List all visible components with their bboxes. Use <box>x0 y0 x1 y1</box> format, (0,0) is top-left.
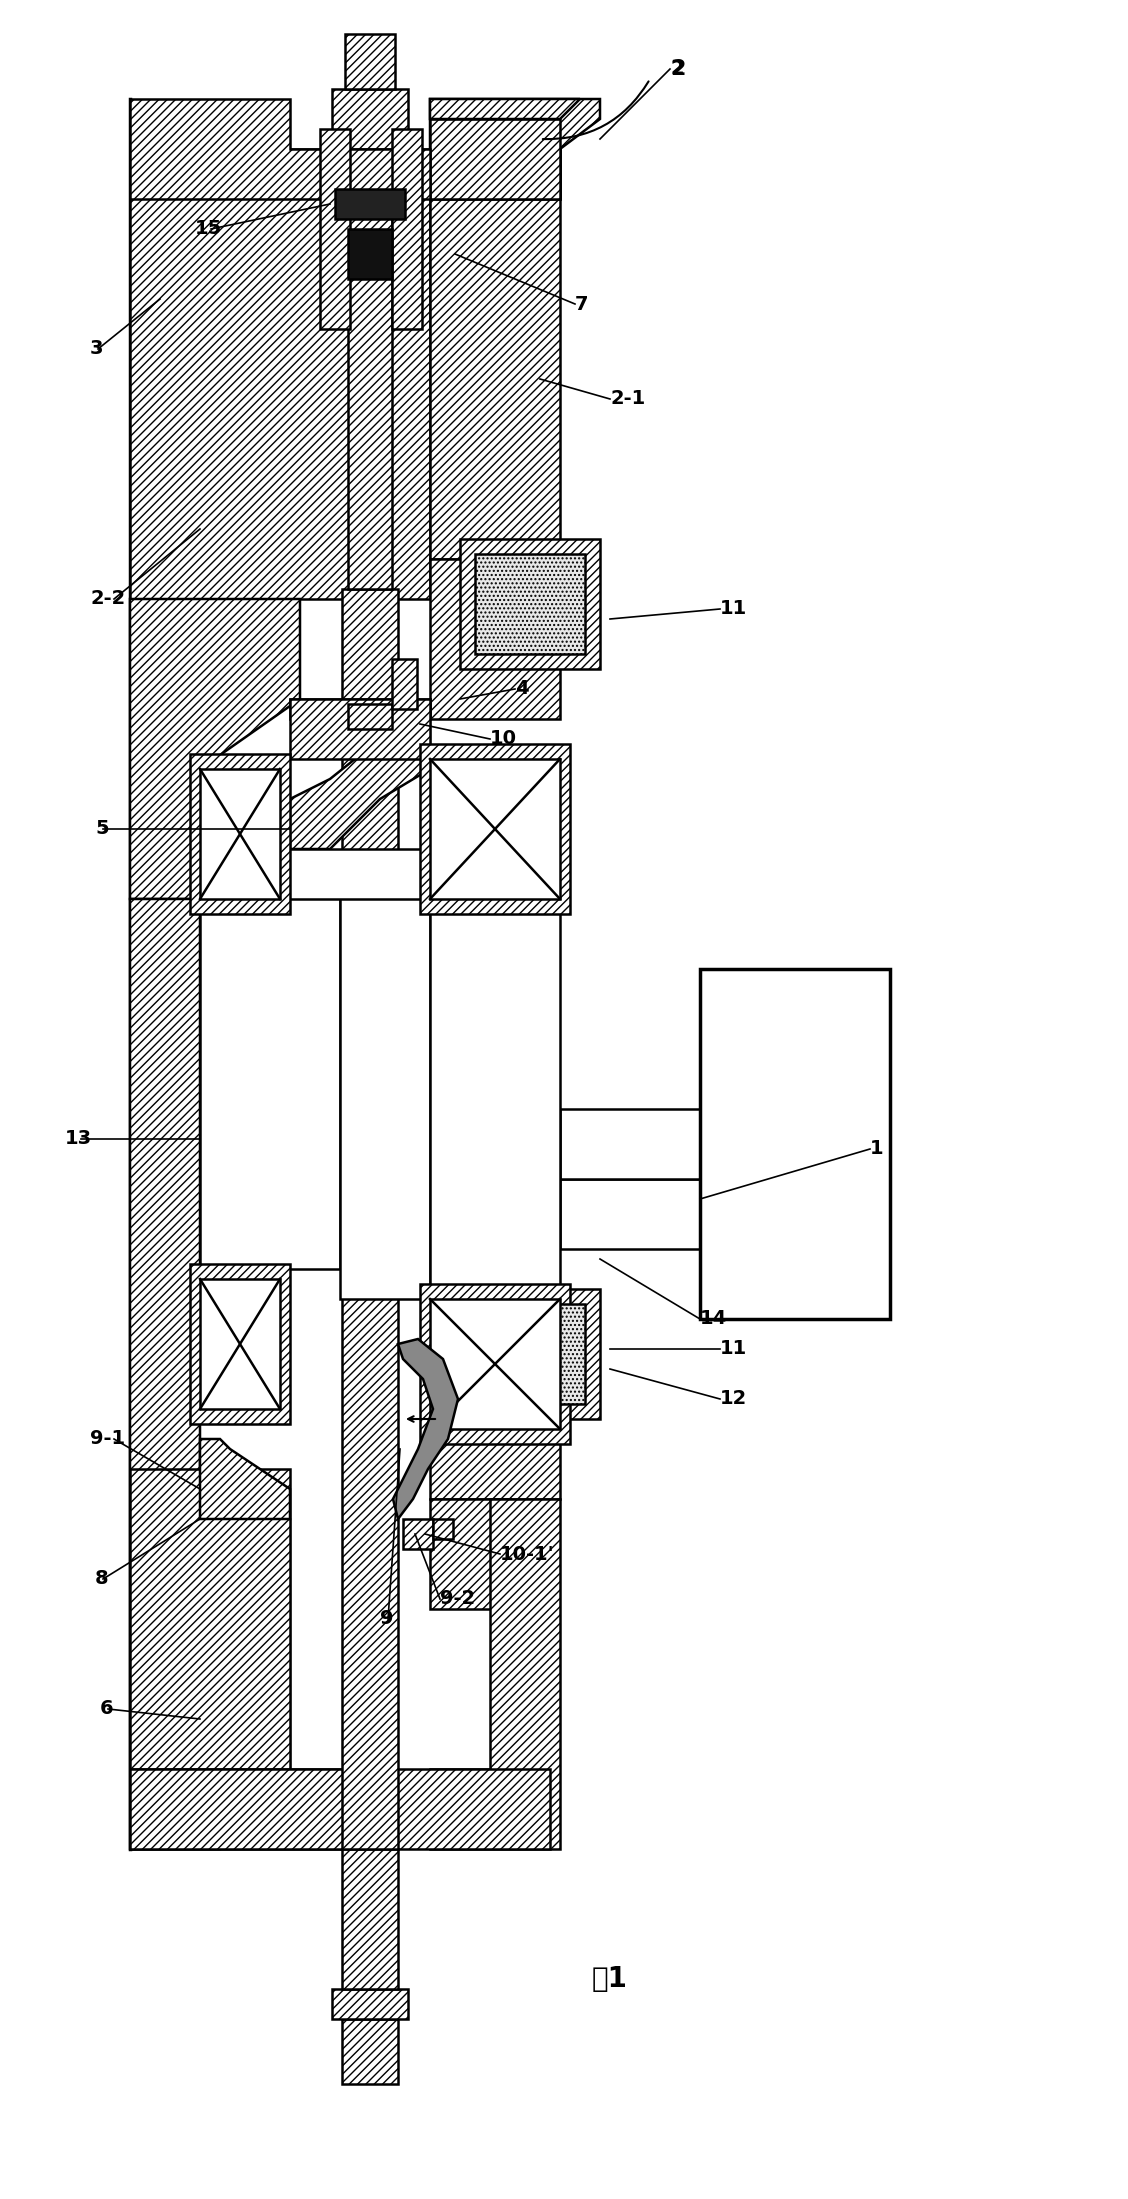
Bar <box>190 754 290 915</box>
Text: 12: 12 <box>720 1390 747 1410</box>
Bar <box>190 1264 290 1425</box>
Polygon shape <box>130 899 290 1849</box>
Polygon shape <box>290 719 430 849</box>
Polygon shape <box>130 598 300 899</box>
Bar <box>475 1304 585 1403</box>
Text: 2: 2 <box>670 59 684 79</box>
Bar <box>475 554 585 653</box>
Polygon shape <box>130 99 430 198</box>
Bar <box>430 559 559 719</box>
Polygon shape <box>290 699 430 719</box>
Bar <box>430 899 559 1300</box>
Bar <box>200 1280 280 1410</box>
Bar <box>460 539 600 668</box>
Polygon shape <box>430 1500 559 1849</box>
Bar <box>393 660 417 708</box>
Bar <box>433 1520 453 1539</box>
Text: 3: 3 <box>90 339 104 358</box>
Bar <box>342 1849 398 1990</box>
Bar <box>430 1500 510 1610</box>
Text: 5: 5 <box>95 820 108 838</box>
Bar <box>342 589 398 1849</box>
Text: 8: 8 <box>95 1570 108 1588</box>
Text: 6: 6 <box>100 1700 114 1717</box>
Text: 2-2: 2-2 <box>90 589 125 609</box>
Bar <box>430 1300 559 1429</box>
Bar <box>130 150 430 598</box>
Bar <box>130 1768 550 1849</box>
Bar <box>349 150 393 589</box>
Bar <box>460 1289 600 1418</box>
Polygon shape <box>430 99 600 150</box>
Polygon shape <box>200 1438 290 1520</box>
Text: 图1: 图1 <box>592 1966 628 1992</box>
Text: 2-1: 2-1 <box>610 389 645 409</box>
Polygon shape <box>430 150 559 198</box>
Polygon shape <box>430 99 580 119</box>
Bar <box>345 33 395 88</box>
Text: 11: 11 <box>720 600 747 618</box>
Text: 10: 10 <box>490 730 517 748</box>
Bar <box>430 150 559 559</box>
Bar <box>420 743 570 915</box>
Bar <box>700 970 890 1319</box>
Bar <box>420 1284 570 1445</box>
Text: 9-1: 9-1 <box>90 1429 125 1449</box>
Text: 2: 2 <box>670 59 686 79</box>
Bar <box>430 759 559 899</box>
Bar <box>335 189 405 220</box>
Text: 9: 9 <box>380 1610 394 1629</box>
Bar <box>349 229 393 279</box>
Bar <box>403 1520 433 1548</box>
Bar <box>349 704 393 730</box>
Bar <box>559 1108 700 1179</box>
Text: 13: 13 <box>65 1130 92 1148</box>
Text: 10-1': 10-1' <box>500 1544 555 1563</box>
Bar <box>332 88 408 150</box>
Bar <box>393 130 422 330</box>
Text: 11: 11 <box>720 1339 747 1359</box>
Bar <box>430 1399 559 1500</box>
Polygon shape <box>393 1339 458 1520</box>
Bar <box>130 1469 290 1768</box>
Text: 4: 4 <box>515 679 529 699</box>
Bar <box>340 869 430 1300</box>
Bar <box>320 130 350 330</box>
Text: 7: 7 <box>575 295 589 314</box>
Text: 9-2: 9-2 <box>440 1590 475 1607</box>
Bar <box>130 1768 370 1849</box>
Text: 15: 15 <box>195 220 222 237</box>
Bar <box>200 770 280 899</box>
Bar <box>559 1179 700 1249</box>
Text: 1: 1 <box>870 1139 883 1159</box>
Bar <box>342 2019 398 2085</box>
Bar <box>200 869 340 1269</box>
Bar <box>290 699 430 759</box>
Bar <box>430 119 559 198</box>
Bar <box>332 1990 408 2019</box>
Bar <box>700 970 890 1319</box>
Bar <box>200 849 559 899</box>
Text: 14: 14 <box>700 1308 728 1328</box>
